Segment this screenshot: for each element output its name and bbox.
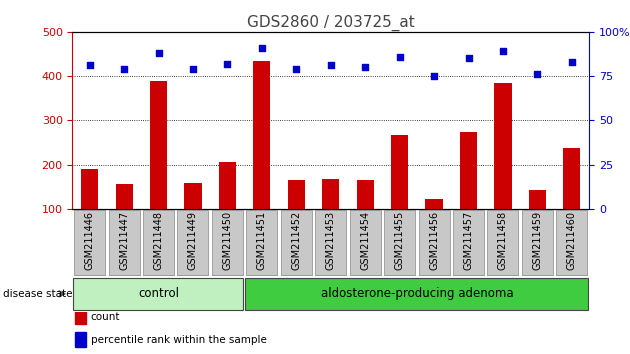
Title: GDS2860 / 203725_at: GDS2860 / 203725_at bbox=[247, 14, 415, 30]
Bar bbox=[522, 210, 553, 275]
Text: GSM211449: GSM211449 bbox=[188, 211, 198, 270]
Bar bbox=[425, 199, 443, 209]
Bar bbox=[108, 210, 140, 275]
Text: percentile rank within the sample: percentile rank within the sample bbox=[91, 335, 266, 345]
Text: GSM211447: GSM211447 bbox=[119, 211, 129, 270]
Bar bbox=[219, 162, 236, 209]
Bar bbox=[488, 210, 518, 275]
Text: GSM211450: GSM211450 bbox=[222, 211, 232, 270]
Bar bbox=[418, 210, 450, 275]
Text: control: control bbox=[138, 287, 179, 299]
Point bbox=[188, 66, 198, 72]
Bar bbox=[245, 278, 588, 310]
Bar bbox=[556, 210, 587, 275]
Bar bbox=[253, 61, 270, 209]
Point bbox=[429, 73, 439, 79]
Bar bbox=[563, 148, 580, 209]
Bar bbox=[495, 83, 512, 209]
Bar bbox=[178, 210, 209, 275]
Bar bbox=[150, 81, 167, 209]
Point bbox=[84, 63, 94, 68]
Point bbox=[119, 66, 129, 72]
Point bbox=[291, 66, 301, 72]
Bar bbox=[185, 183, 202, 209]
Bar bbox=[350, 210, 381, 275]
Text: GSM211456: GSM211456 bbox=[429, 211, 439, 270]
Point bbox=[326, 63, 336, 68]
Bar bbox=[212, 210, 243, 275]
Bar bbox=[75, 309, 86, 324]
Bar bbox=[315, 210, 346, 275]
Bar bbox=[460, 132, 477, 209]
Text: GSM211452: GSM211452 bbox=[291, 211, 301, 270]
Point bbox=[360, 64, 370, 70]
Bar bbox=[391, 135, 408, 209]
Text: GSM211448: GSM211448 bbox=[154, 211, 164, 270]
Point bbox=[257, 45, 267, 51]
Bar bbox=[81, 169, 98, 209]
Point bbox=[498, 48, 508, 54]
Text: GSM211454: GSM211454 bbox=[360, 211, 370, 270]
Bar bbox=[384, 210, 415, 275]
Bar bbox=[143, 210, 174, 275]
Text: GSM211458: GSM211458 bbox=[498, 211, 508, 270]
Bar bbox=[73, 278, 243, 310]
Text: GSM211446: GSM211446 bbox=[84, 211, 94, 270]
Bar bbox=[357, 180, 374, 209]
Bar bbox=[115, 184, 133, 209]
Bar bbox=[74, 210, 105, 275]
Point bbox=[154, 50, 164, 56]
Text: GSM211451: GSM211451 bbox=[257, 211, 267, 270]
Text: GSM211460: GSM211460 bbox=[567, 211, 577, 270]
Bar bbox=[246, 210, 277, 275]
Bar bbox=[322, 179, 340, 209]
Point bbox=[532, 72, 542, 77]
Point bbox=[394, 54, 404, 59]
Point bbox=[222, 61, 232, 67]
Text: GSM211455: GSM211455 bbox=[394, 211, 404, 270]
Point bbox=[464, 56, 474, 61]
Bar bbox=[75, 332, 86, 347]
Bar bbox=[453, 210, 484, 275]
Text: disease state: disease state bbox=[3, 289, 72, 299]
Text: GSM211457: GSM211457 bbox=[464, 211, 474, 270]
Bar bbox=[288, 180, 305, 209]
Bar bbox=[529, 190, 546, 209]
Text: aldosterone-producing adenoma: aldosterone-producing adenoma bbox=[321, 287, 513, 299]
Point bbox=[567, 59, 577, 65]
Text: GSM211453: GSM211453 bbox=[326, 211, 336, 270]
Bar bbox=[281, 210, 312, 275]
Text: count: count bbox=[91, 312, 120, 322]
Text: GSM211459: GSM211459 bbox=[532, 211, 542, 270]
